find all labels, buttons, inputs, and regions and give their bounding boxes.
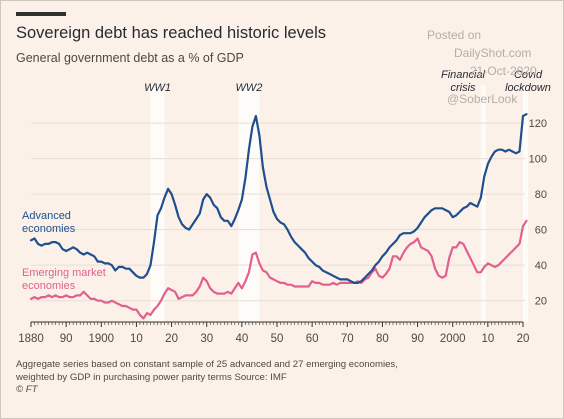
series-line-advanced [31,114,527,283]
footnote-copyright: © FT [16,384,556,397]
x-tick-label: 60 [306,333,319,345]
y-tick-label: 40 [535,260,547,272]
watermark-handle: @SoberLook [447,92,517,106]
x-tick-label: 90 [411,333,424,345]
shaded-period-3 [523,85,528,322]
series-label: economies [22,280,76,292]
x-axis: 1880 90 1900 10 20 30 40 50 60 70 80 90 2000 10 20 [18,322,529,345]
x-tick-label: 1880 [18,333,44,345]
footnote-line-1: Aggregate series based on constant sampl… [16,359,556,372]
watermark-posted-on: Posted on [427,28,481,42]
x-tick-label: 20 [517,333,530,345]
x-tick-label: 20 [165,333,178,345]
annotation-ww1: WW1 [144,82,171,94]
series-label: economies [22,223,76,235]
y-tick-label: 20 [535,296,547,308]
x-tick-label: 30 [200,333,213,345]
x-tick-label: 10 [481,333,494,345]
y-axis-labels: 20 40 60 80 100 120 [529,118,547,308]
x-tick-label: 80 [376,333,389,345]
y-tick-label: 120 [529,118,547,130]
series-label: Emerging market [22,267,106,279]
x-tick-label: 40 [235,333,248,345]
y-tick-label: 80 [535,189,547,201]
x-tick-label: 1900 [88,333,114,345]
watermark-site: DailyShot.com [454,46,531,60]
shaded-period-2 [481,85,486,322]
series-lines [31,114,527,318]
x-tick-label: 2000 [440,333,466,345]
y-tick-label: 100 [529,154,547,166]
x-tick-label: 50 [271,333,284,345]
y-tick-label: 60 [535,225,547,237]
series-label: Advanced [22,210,71,222]
watermark-date: 21-Oct-2020 [470,64,537,78]
footnote: Aggregate series based on constant sampl… [16,359,556,397]
annotation-ww2: WW2 [235,82,262,94]
x-tick-label: 10 [130,333,143,345]
footnote-line-2: weighted by GDP in purchasing power pari… [16,372,556,385]
x-tick-label: 90 [60,333,73,345]
x-tick-label: 70 [341,333,354,345]
